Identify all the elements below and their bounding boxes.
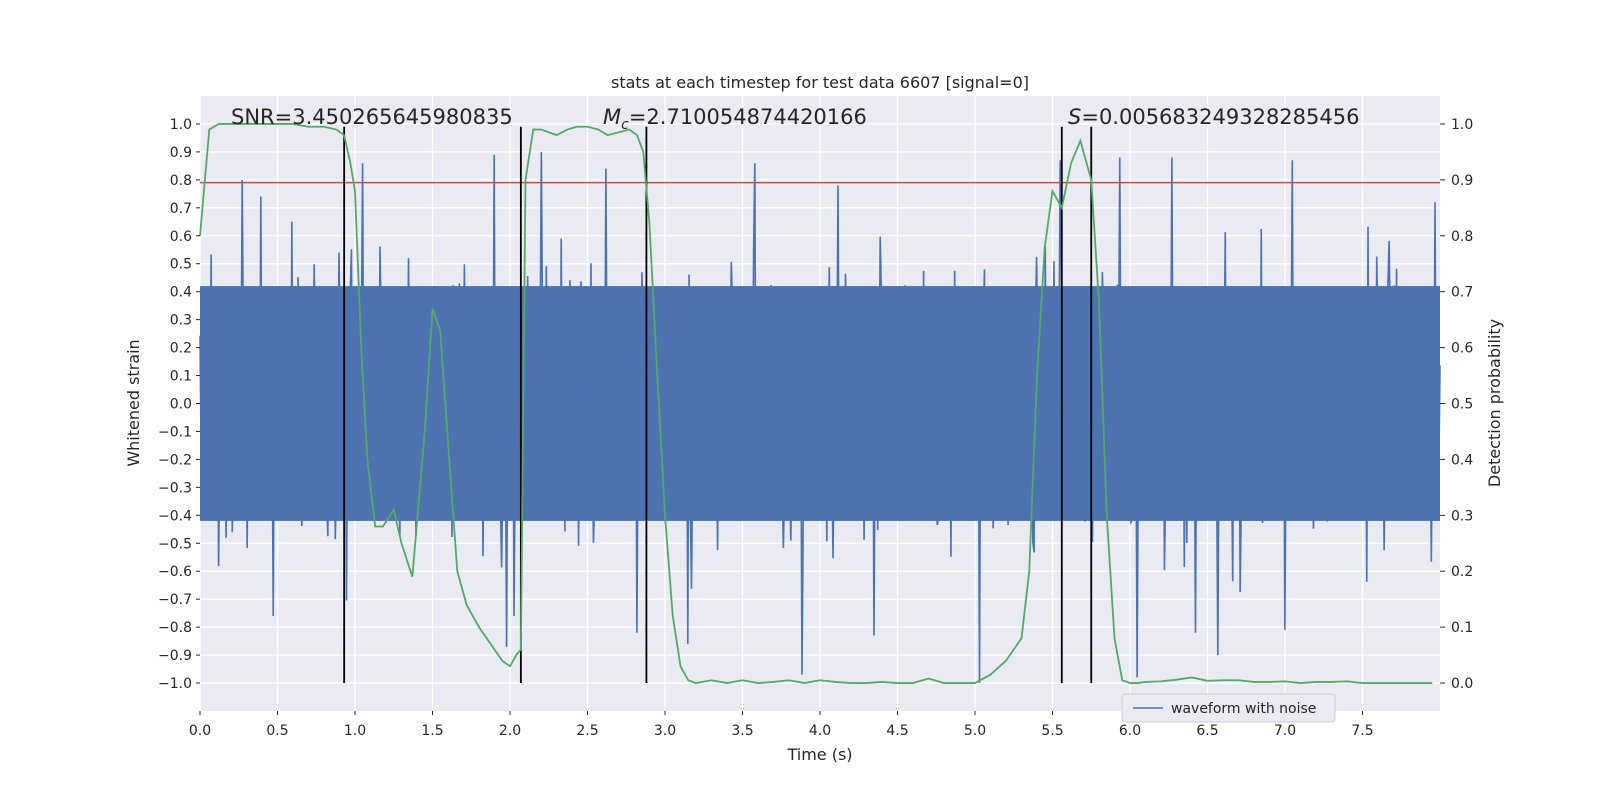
annotation-symbol: M — [603, 105, 621, 129]
y-tick-label: 0.2 — [170, 341, 192, 357]
x-tick-label: 6.0 — [1119, 723, 1141, 739]
x-tick-label: 2.5 — [576, 723, 598, 739]
y-tick-label: −0.2 — [158, 452, 192, 468]
y-tick-label: −0.8 — [158, 620, 192, 636]
x-axis-label: Time (s) — [786, 745, 852, 764]
y-tick-label: −0.4 — [158, 508, 192, 524]
x-tick-label: 7.5 — [1351, 723, 1373, 739]
x-tick-label: 6.5 — [1196, 723, 1218, 739]
y-tick-label: 0.4 — [170, 285, 192, 301]
y2-axis-ticks: 1.0 0.9 0.8 0.7 0.6 0.5 0.4 0.3 0.2 0.1 0.0 — [1440, 117, 1473, 692]
strain-series — [199, 151, 1441, 684]
vertical-markers — [343, 126, 1093, 684]
x-tick-label: 0.5 — [266, 723, 288, 739]
y-tick-label: 0.5 — [170, 257, 192, 273]
y2-tick-label: 0.6 — [1451, 341, 1473, 357]
y-tick-label: −0.3 — [158, 480, 192, 496]
y-tick-label: −0.6 — [158, 564, 192, 580]
y-tick-label: −1.0 — [158, 676, 192, 692]
probability-series — [199, 123, 1433, 684]
annotation: S=0.005683249328285456 — [1068, 105, 1359, 129]
x-tick-label: 0.0 — [189, 723, 211, 739]
y-axis-ticks: 1.0 0.9 0.8 0.7 0.6 0.5 0.4 0.3 0.2 0.1 0.0 −0.1 −0.… — [158, 117, 200, 692]
y2-tick-label: 0.7 — [1451, 285, 1473, 301]
y2-axis-label: Detection probability — [1485, 319, 1504, 487]
y2-tick-label: 0.4 — [1451, 452, 1473, 468]
y-axis-label: Whitened strain — [124, 339, 143, 466]
x-tick-label: 1.0 — [344, 723, 366, 739]
y-tick-label: −0.1 — [158, 424, 192, 440]
y2-tick-label: 0.2 — [1451, 564, 1473, 580]
annotation-symbol: S — [1068, 105, 1081, 129]
annotation-symbol: SNR — [231, 105, 275, 129]
x-tick-label: 5.5 — [1041, 723, 1063, 739]
x-tick-label: 2.0 — [499, 723, 521, 739]
annotations: SNR=3.450265645980835 Mc=2.71005487442016… — [231, 105, 1359, 133]
y-tick-label: 0.3 — [170, 313, 192, 329]
x-tick-label: 3.0 — [654, 723, 676, 739]
y-tick-label: −0.7 — [158, 592, 192, 608]
y2-tick-label: 0.8 — [1451, 229, 1473, 245]
annotation: SNR=3.450265645980835 — [231, 105, 513, 129]
y-tick-label: 1.0 — [170, 117, 192, 133]
annotation: Mc=2.710054874420166 — [603, 105, 867, 133]
annotation-value: =2.710054874420166 — [629, 105, 867, 129]
annotation-value: =3.450265645980835 — [275, 105, 513, 129]
annotation-value: =0.005683249328285456 — [1081, 105, 1359, 129]
y2-tick-label: 1.0 — [1451, 117, 1473, 133]
probability-line — [199, 123, 1433, 684]
x-tick-label: 4.5 — [886, 723, 908, 739]
legend: waveform with noise — [1121, 693, 1336, 723]
x-tick-label: 7.0 — [1274, 723, 1296, 739]
legend-label: waveform with noise — [1171, 701, 1316, 717]
x-tick-label: 5.0 — [964, 723, 986, 739]
x-tick-label: 4.0 — [809, 723, 831, 739]
x-axis-ticks: 0.0 0.5 1.0 1.5 2.0 2.5 3.0 3.5 4.0 4.5 5.0 5.5 6.0 6… — [189, 711, 1374, 739]
annotation-subscript: c — [621, 117, 629, 133]
y2-tick-label: 0.0 — [1451, 676, 1473, 692]
y2-tick-label: 0.3 — [1451, 508, 1473, 524]
y2-tick-label: 0.9 — [1451, 173, 1473, 189]
y-tick-label: 0.0 — [170, 397, 192, 413]
y-tick-label: 0.7 — [170, 201, 192, 217]
legend-box — [1121, 693, 1336, 723]
y-tick-label: 0.1 — [170, 369, 192, 385]
y2-tick-label: 0.5 — [1451, 397, 1473, 413]
y-tick-label: −0.9 — [158, 648, 192, 664]
y-tick-label: −0.5 — [158, 536, 192, 552]
y-tick-label: 0.8 — [170, 173, 192, 189]
y2-tick-label: 0.1 — [1451, 620, 1473, 636]
strain-line — [199, 151, 1441, 684]
y-tick-label: 0.9 — [170, 145, 192, 161]
x-tick-label: 3.5 — [731, 723, 753, 739]
y-tick-label: 0.6 — [170, 229, 192, 245]
chart-title: stats at each timestep for test data 660… — [611, 73, 1029, 92]
x-tick-label: 1.5 — [421, 723, 443, 739]
